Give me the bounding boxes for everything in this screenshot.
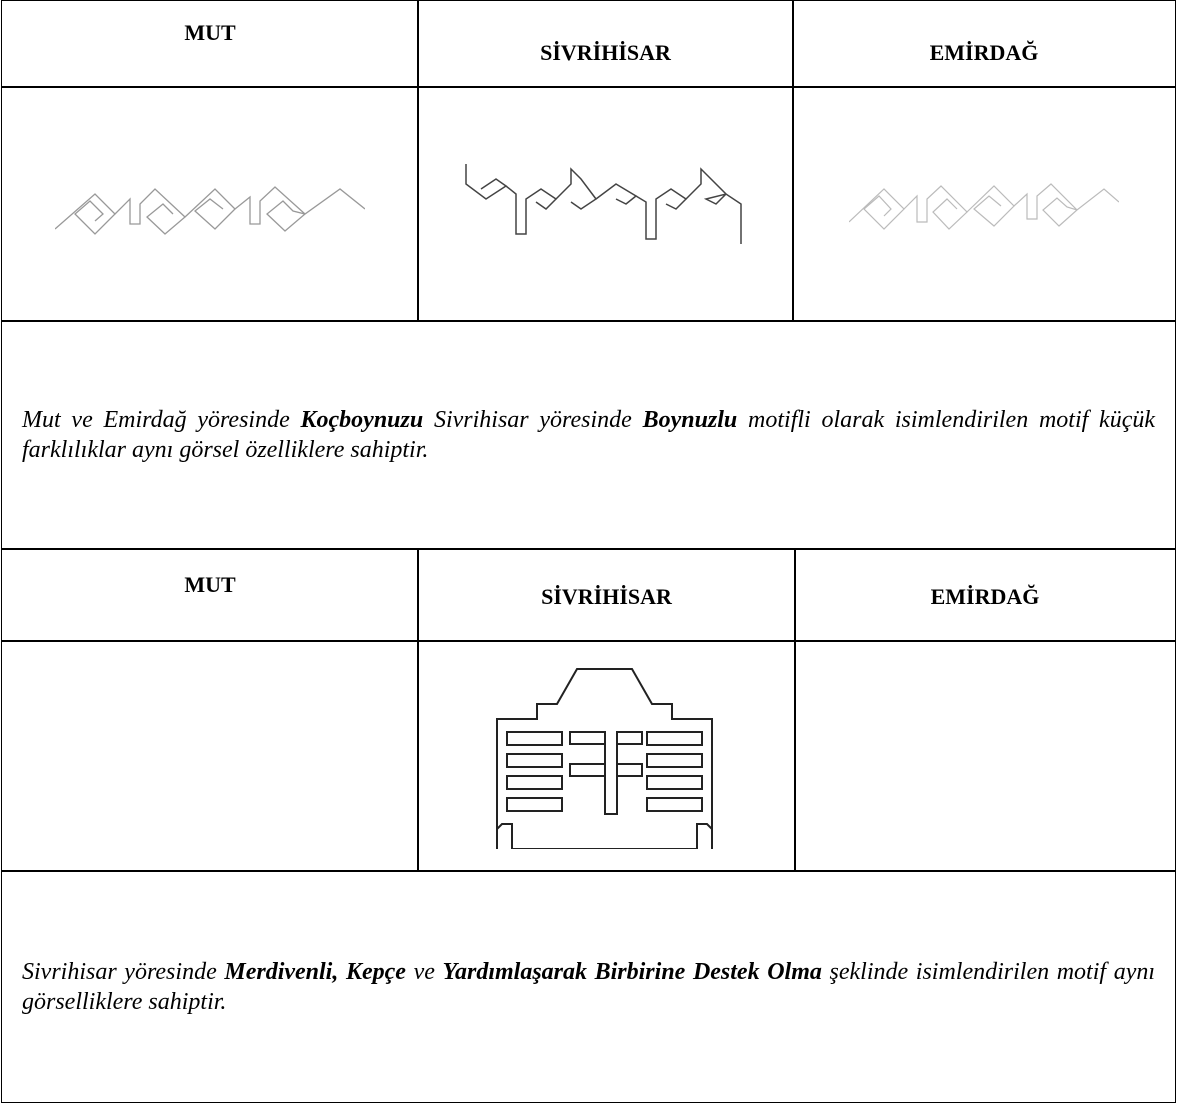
note-span: motifli olarak isimlendirilen motif küçü… — [22, 407, 1155, 463]
note-emphasis: Boynuzlu — [642, 407, 738, 433]
motif — [464, 164, 742, 244]
header-cell: SİVRİHİSAR — [417, 548, 796, 642]
header-cell: SİVRİHİSAR — [417, 0, 794, 88]
header-text: SİVRİHİSAR — [541, 584, 672, 609]
note-cell: Mut ve Emirdağ yöresinde Koçboynuzu Sivr… — [1, 320, 1176, 550]
note-span: Mut ve Emirdağ yöresinde — [22, 407, 301, 433]
header-text: EMİRDAĞ — [930, 584, 1040, 609]
header-text: MUT — [184, 572, 236, 597]
note-span: şeklinde isimlendirilen motif aynı görse… — [22, 958, 1156, 1015]
note-span: Sivrihisar yöresinde — [423, 407, 643, 433]
note-emphasis: Yardımlaşarak Birbirine Destek Olma — [442, 958, 822, 985]
image-cell — [417, 86, 794, 322]
header-text: MUT — [184, 20, 236, 45]
motif — [495, 667, 713, 849]
note-text: Mut ve Emirdağ yöresinde Koçboynuzu Sivr… — [22, 405, 1155, 465]
image-cell — [794, 640, 1176, 872]
header-cell: EMİRDAĞ — [794, 548, 1176, 642]
note-span: ve — [405, 958, 443, 985]
image-cell — [1, 640, 419, 872]
image-cell — [1, 86, 419, 322]
motif — [849, 183, 1119, 230]
image-cell — [417, 640, 796, 872]
header-cell: MUT — [1, 548, 419, 642]
note-emphasis: Merdivenli, Kepçe — [224, 958, 406, 985]
note-emphasis: Koçboynuzu — [300, 407, 424, 433]
note-span: Sivrihisar yöresinde — [22, 958, 225, 985]
header-text: EMİRDAĞ — [929, 40, 1039, 65]
header-cell: EMİRDAĞ — [792, 0, 1176, 88]
note-cell: Sivrihisar yöresinde Merdivenli, Kepçe v… — [1, 870, 1176, 1103]
header-text: SİVRİHİSAR — [540, 40, 671, 65]
image-cell — [792, 86, 1176, 322]
motif — [55, 186, 365, 235]
header-cell: MUT — [1, 0, 419, 88]
note-text: Sivrihisar yöresinde Merdivenli, Kepçe v… — [22, 957, 1155, 1017]
